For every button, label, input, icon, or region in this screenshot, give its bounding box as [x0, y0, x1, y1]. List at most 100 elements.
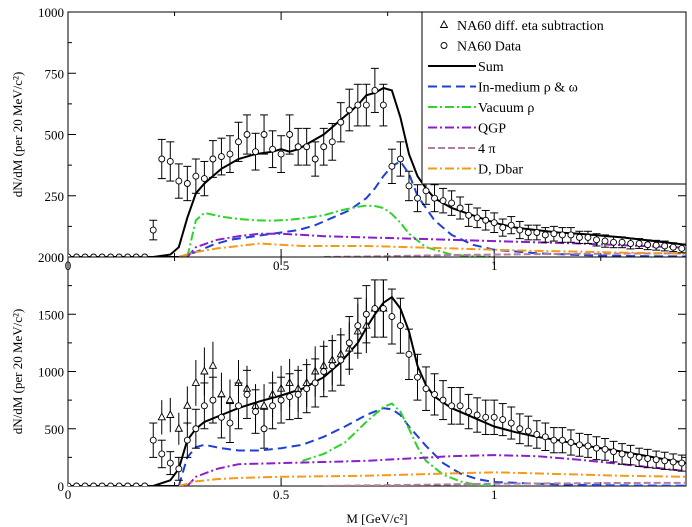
- data-point: [534, 230, 540, 236]
- data-point: [389, 314, 395, 320]
- data-point: [372, 87, 378, 93]
- triangle-point: [218, 390, 225, 397]
- data-point: [235, 403, 241, 409]
- data-point: [466, 212, 472, 218]
- data-point: [261, 132, 267, 138]
- data-point: [74, 483, 80, 489]
- data-point: [551, 437, 557, 443]
- data-point: [278, 397, 284, 403]
- data-point: [91, 483, 97, 489]
- data-point: [184, 437, 190, 443]
- data-point: [159, 451, 165, 457]
- data-point: [619, 239, 625, 245]
- data-point: [406, 183, 412, 189]
- data-point: [244, 391, 250, 397]
- data-point: [150, 227, 156, 233]
- data-point: [176, 178, 182, 184]
- data-point: [414, 374, 420, 380]
- data-point: [270, 146, 276, 152]
- data-point: [653, 242, 659, 248]
- data-point: [167, 460, 173, 466]
- data-point: [576, 234, 582, 240]
- data-point: [287, 394, 293, 400]
- data-point: [287, 132, 293, 138]
- data-point: [304, 386, 310, 392]
- data-point: [210, 156, 216, 162]
- data-point: [576, 442, 582, 448]
- triangle-point: [226, 396, 233, 403]
- data-point: [133, 483, 139, 489]
- data-point: [542, 434, 548, 440]
- data-point: [559, 437, 565, 443]
- data-point: [457, 205, 463, 211]
- legend-label: In-medium ρ & ω: [478, 81, 578, 96]
- data-point: [440, 198, 446, 204]
- data-point: [559, 232, 565, 238]
- data-point: [568, 232, 574, 238]
- data-point: [201, 403, 207, 409]
- legend-label: NA60 Data: [457, 40, 522, 55]
- data-point: [593, 445, 599, 451]
- data-point: [670, 244, 676, 250]
- data-point: [312, 156, 318, 162]
- y-axis-title: dN/dM (per 20 MeV/c²): [10, 309, 25, 435]
- data-point: [176, 466, 182, 472]
- data-point: [329, 139, 335, 145]
- data-point: [363, 311, 369, 317]
- triangle-point: [184, 402, 191, 409]
- data-point: [82, 483, 88, 489]
- data-point: [235, 139, 241, 145]
- data-point: [474, 412, 480, 418]
- data-point: [193, 426, 199, 432]
- plot-area: [65, 280, 686, 489]
- data-point: [278, 151, 284, 157]
- data-point: [611, 449, 617, 455]
- data-point: [636, 241, 642, 247]
- data-point: [585, 443, 591, 449]
- data-point: [449, 403, 455, 409]
- data-point: [261, 426, 267, 432]
- data-point: [372, 306, 378, 312]
- data-point: [525, 428, 531, 434]
- data-point: [201, 176, 207, 182]
- data-point: [551, 231, 557, 237]
- data-point: [270, 403, 276, 409]
- data-point: [628, 241, 634, 247]
- data-point: [500, 225, 506, 231]
- data-point: [363, 102, 369, 108]
- x-axis-title: M [GeV/c²]: [346, 511, 407, 526]
- legend-label: D, Dbar: [478, 163, 523, 178]
- data-point: [355, 102, 361, 108]
- data-point: [125, 483, 131, 489]
- triangle-point: [167, 411, 174, 418]
- data-point: [619, 451, 625, 457]
- data-point: [253, 149, 259, 155]
- data-point: [423, 386, 429, 392]
- triangle-point: [158, 413, 165, 420]
- data-point: [295, 391, 301, 397]
- data-point: [432, 195, 438, 201]
- data-point: [414, 195, 420, 201]
- data-point: [585, 234, 591, 240]
- data-point: [389, 163, 395, 169]
- data-point: [645, 456, 651, 462]
- data-point: [329, 363, 335, 369]
- data-point: [193, 173, 199, 179]
- data-point: [457, 403, 463, 409]
- y-tick-label: 500: [45, 422, 65, 437]
- data-point: [483, 217, 489, 223]
- data-point: [304, 144, 310, 150]
- data-point: [321, 369, 327, 375]
- data-point: [380, 306, 386, 312]
- legend-label: Vacuum ρ: [478, 101, 534, 116]
- triangle-point: [192, 379, 199, 386]
- data-point: [568, 439, 574, 445]
- data-point: [142, 483, 148, 489]
- legend: NA60 diff. eta subtractionNA60 DataSumIn…: [422, 12, 686, 184]
- y-tick-label: 1000: [38, 5, 64, 20]
- data-point: [602, 446, 608, 452]
- data-point: [397, 323, 403, 329]
- y-tick-label: 0: [58, 479, 65, 494]
- data-point: [253, 409, 259, 415]
